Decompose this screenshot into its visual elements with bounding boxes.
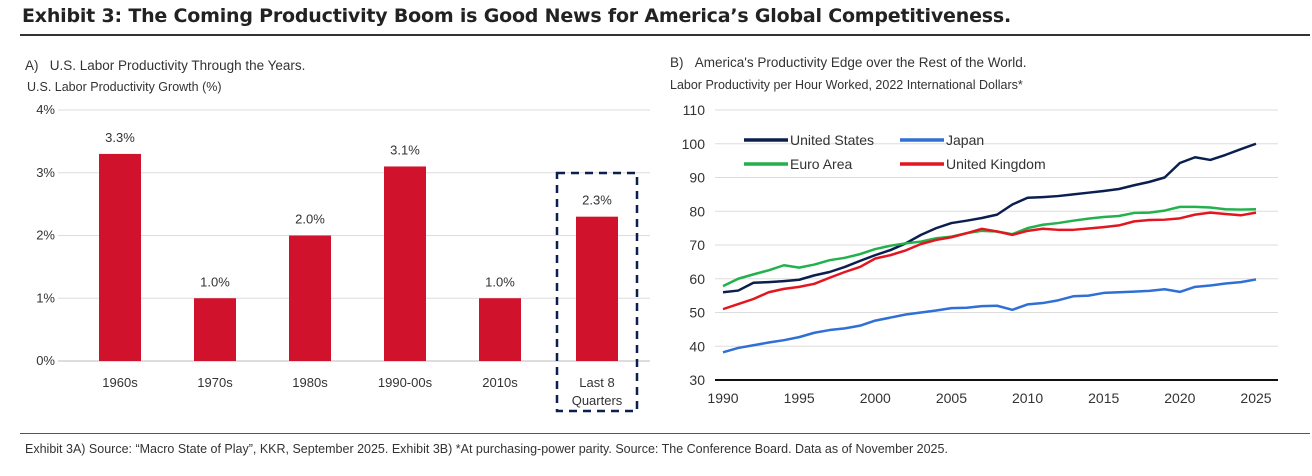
bar bbox=[194, 298, 236, 361]
x-tick-label: 2005 bbox=[936, 390, 967, 406]
x-tick-label: 2015 bbox=[1088, 390, 1119, 406]
series-line-japan bbox=[722, 278, 1257, 354]
bar bbox=[289, 235, 331, 361]
bar bbox=[384, 166, 426, 361]
x-tick-label: 1960s bbox=[102, 375, 138, 390]
legend-label: Japan bbox=[946, 132, 984, 148]
x-tick-label: 1990-00s bbox=[378, 375, 433, 390]
y-tick-label: 50 bbox=[689, 305, 705, 321]
legend-label: United Kingdom bbox=[946, 156, 1046, 172]
x-tick-label: 1990 bbox=[707, 390, 738, 406]
footnote: Exhibit 3A) Source: “Macro State of Play… bbox=[25, 442, 948, 456]
y-tick-label: 70 bbox=[689, 237, 705, 253]
data-label: 3.3% bbox=[105, 130, 135, 145]
data-label: 2.0% bbox=[295, 212, 325, 227]
title-rule bbox=[20, 34, 1310, 36]
x-tick-label: 2000 bbox=[860, 390, 891, 406]
y-tick-label: 60 bbox=[689, 271, 705, 287]
x-tick-label: 2010 bbox=[1012, 390, 1043, 406]
legend-label: United States bbox=[790, 132, 874, 148]
y-tick-label: 80 bbox=[689, 203, 705, 219]
y-tick-label: 110 bbox=[683, 102, 706, 118]
highlight-box bbox=[555, 171, 639, 413]
panel-a-ylabel: U.S. Labor Productivity Growth (%) bbox=[27, 80, 222, 94]
series-line-united-kingdom bbox=[722, 211, 1257, 311]
y-tick-label: 40 bbox=[689, 338, 705, 354]
panel-a-title: A) U.S. Labor Productivity Through the Y… bbox=[25, 58, 305, 73]
x-tick-label: 1980s bbox=[292, 375, 328, 390]
footnote-rule bbox=[20, 433, 1310, 434]
x-tick-label: Quarters bbox=[572, 393, 623, 408]
y-tick-label: 0% bbox=[36, 353, 55, 368]
y-tick-label: 90 bbox=[689, 170, 705, 186]
x-tick-label: 1995 bbox=[784, 390, 815, 406]
data-label: 3.1% bbox=[390, 142, 420, 157]
panel-b-title-text: America's Productivity Edge over the Res… bbox=[694, 55, 1027, 70]
y-tick-label: 2% bbox=[36, 228, 55, 243]
x-tick-label: 2025 bbox=[1240, 390, 1271, 406]
exhibit-title: Exhibit 3: The Coming Productivity Boom … bbox=[22, 5, 1011, 27]
data-label: 2.3% bbox=[582, 193, 612, 208]
panel-b-letter: B) bbox=[670, 55, 684, 70]
bar bbox=[99, 153, 141, 361]
panel-a-letter: A) bbox=[25, 58, 39, 73]
data-label: 1.0% bbox=[200, 274, 230, 289]
x-tick-label: 1970s bbox=[197, 375, 233, 390]
x-tick-label: 2010s bbox=[482, 375, 518, 390]
y-tick-label: 100 bbox=[682, 136, 706, 152]
x-tick-label: Last 8 bbox=[579, 375, 614, 390]
bar bbox=[479, 298, 521, 361]
panel-a-title-text: U.S. Labor Productivity Through the Year… bbox=[49, 58, 306, 73]
y-tick-label: 3% bbox=[36, 165, 55, 180]
y-tick-label: 1% bbox=[36, 290, 55, 305]
series-line-united-states bbox=[722, 142, 1257, 294]
panel-b-ylabel: Labor Productivity per Hour Worked, 2022… bbox=[670, 78, 1023, 92]
legend-label: Euro Area bbox=[790, 156, 852, 172]
bar bbox=[576, 216, 618, 361]
y-tick-label: 30 bbox=[689, 372, 705, 388]
panel-b-title: B) America's Productivity Edge over the … bbox=[670, 55, 1027, 70]
x-tick-label: 2020 bbox=[1164, 390, 1195, 406]
y-tick-label: 4% bbox=[36, 102, 55, 117]
data-label: 1.0% bbox=[485, 274, 515, 289]
